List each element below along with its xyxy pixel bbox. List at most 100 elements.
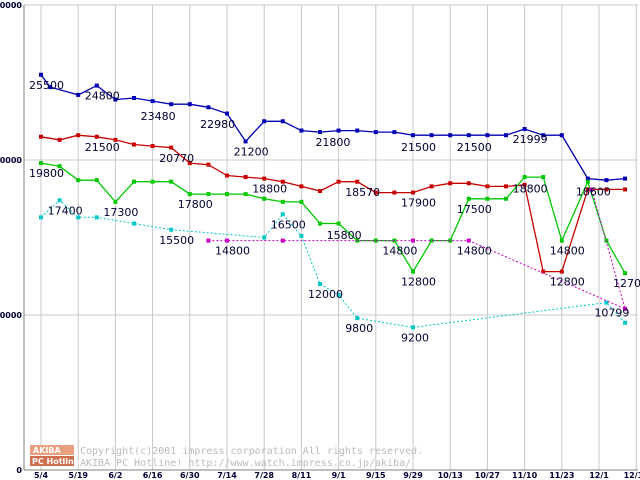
series-point — [225, 192, 229, 197]
series-point — [522, 127, 527, 131]
y-tick-label: 10000 — [0, 311, 22, 320]
data-label: 14800 — [215, 245, 250, 258]
series-point — [466, 133, 471, 138]
series-group — [39, 72, 628, 330]
series-point — [76, 215, 81, 220]
series-point — [585, 187, 590, 192]
series-point — [522, 175, 527, 180]
logo-top-text: AKIBA — [33, 446, 61, 455]
data-label: 16500 — [271, 218, 306, 231]
series-point — [299, 233, 304, 238]
data-label: 9800 — [345, 322, 373, 335]
series-point — [411, 325, 415, 330]
series-point — [150, 179, 155, 184]
data-label: 18800 — [252, 183, 287, 196]
data-label: 17900 — [401, 197, 436, 210]
series-point — [280, 119, 285, 124]
series-point — [39, 134, 43, 139]
y-tick-label: 0 — [16, 466, 22, 475]
series-point — [57, 198, 62, 203]
series-point — [299, 128, 304, 133]
data-label: 21999 — [513, 133, 548, 146]
series-point — [429, 238, 434, 243]
series-point — [280, 179, 285, 184]
series-point — [169, 145, 174, 150]
series-point — [169, 179, 174, 184]
series-point — [604, 187, 609, 192]
x-tick-label: 12/1 — [589, 471, 609, 480]
series-point — [262, 235, 267, 240]
series-point — [411, 190, 415, 195]
series-point — [225, 238, 229, 243]
series-line-3 — [40, 162, 626, 274]
x-tick-label: 9/29 — [403, 471, 423, 480]
series-point — [243, 192, 248, 197]
y-tick-labels: 0 10000 20000 30000 — [0, 1, 22, 475]
data-label: 12800 — [550, 276, 585, 289]
x-tick-label: 5/19 — [68, 471, 88, 480]
series-point — [280, 199, 285, 204]
series-point — [559, 269, 564, 274]
series-point — [623, 320, 628, 325]
data-label: 21500 — [457, 141, 492, 154]
series-point — [485, 196, 490, 201]
series-point — [94, 83, 99, 88]
series-point — [225, 111, 229, 116]
series-point — [169, 102, 174, 107]
watermark: AKIBA PC Hotline! Copyright(c)2001 impre… — [30, 445, 423, 469]
series-point — [113, 199, 118, 204]
y-tick-label: 20000 — [0, 156, 22, 165]
data-label: 21800 — [315, 136, 350, 149]
series-point — [39, 215, 43, 220]
data-label: 22980 — [200, 118, 235, 131]
series-point — [504, 184, 508, 189]
data-label: 15800 — [327, 229, 362, 242]
series-point — [373, 130, 378, 135]
data-label: 17300 — [103, 206, 138, 219]
y-tick-label: 30000 — [0, 1, 22, 10]
series-point — [466, 196, 471, 201]
series-point — [132, 221, 136, 226]
series-point — [132, 142, 136, 147]
series-point — [262, 176, 267, 181]
series-point — [187, 161, 192, 166]
series-line-1 — [40, 74, 626, 181]
data-label: 23480 — [141, 110, 176, 123]
series-point — [466, 238, 471, 243]
data-label: 18600 — [576, 186, 611, 199]
series-point — [76, 178, 81, 183]
series-point — [243, 175, 248, 180]
series-point — [559, 133, 564, 138]
series-point — [623, 187, 628, 192]
series-point — [299, 184, 304, 189]
series-point — [504, 133, 508, 138]
series-point — [113, 137, 118, 142]
data-label: 24800 — [85, 90, 120, 103]
series-point — [411, 238, 415, 243]
series-point — [150, 144, 155, 149]
x-tick-label: 6/30 — [180, 471, 200, 480]
series-point — [280, 238, 285, 243]
series-point — [206, 192, 211, 197]
series-point — [150, 99, 155, 104]
series-point — [355, 128, 360, 133]
series-point — [94, 178, 99, 183]
series-point — [262, 119, 267, 124]
series-point — [355, 179, 360, 184]
series-point — [318, 282, 322, 286]
series-point — [623, 306, 628, 311]
series-point — [373, 190, 378, 195]
series-point — [39, 72, 43, 77]
data-label: 25500 — [29, 79, 64, 92]
series-point — [336, 221, 341, 226]
x-tick-label: 11/23 — [549, 471, 574, 480]
series-point — [448, 133, 453, 138]
data-label: 15500 — [159, 234, 194, 247]
data-label: 14800 — [550, 245, 585, 258]
data-label: 12800 — [401, 276, 436, 289]
x-tick-label: 7/28 — [254, 471, 274, 480]
x-tick-label: 9/15 — [366, 471, 386, 480]
x-tick-label: 8/11 — [292, 471, 312, 480]
series-point — [280, 212, 285, 217]
